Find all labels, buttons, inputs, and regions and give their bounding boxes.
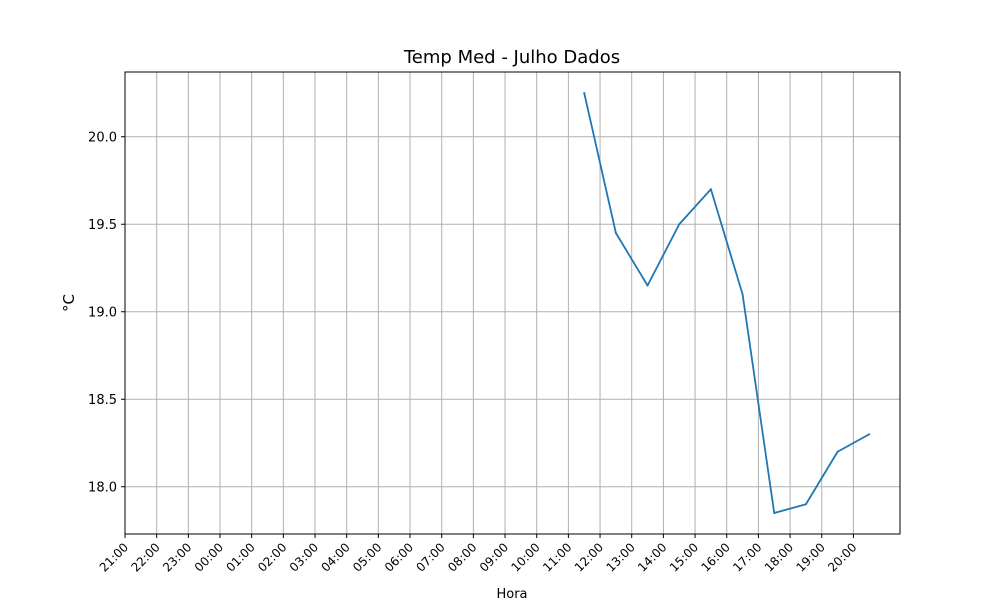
data-point (868, 433, 871, 436)
y-tick-label: 20.0 (88, 130, 117, 145)
data-point (646, 284, 649, 287)
data-point (583, 92, 586, 94)
x-tick-label: 19:00 (794, 540, 828, 574)
x-tick-label: 22:00 (128, 540, 162, 574)
x-tick-label: 20:00 (825, 540, 859, 574)
x-tick-label: 06:00 (382, 540, 416, 574)
x-axis-label: Hora (496, 587, 527, 600)
x-tick-label: 00:00 (192, 540, 226, 574)
x-tick-label: 03:00 (287, 540, 321, 574)
data-point (678, 223, 681, 226)
x-tick-label: 16:00 (698, 540, 732, 574)
y-axis-label: °C (60, 294, 78, 312)
chart-title: Temp Med - Julho Dados (403, 47, 620, 68)
x-tick-label: 08:00 (445, 540, 479, 574)
temperature-line (583, 92, 870, 514)
x-tick-label: 23:00 (160, 540, 194, 574)
data-point (741, 293, 744, 296)
x-tick-label: 13:00 (603, 540, 637, 574)
y-tick-label: 19.0 (88, 305, 117, 320)
data-point (804, 503, 807, 506)
x-tick-label: 04:00 (318, 540, 352, 574)
x-tick-label: 17:00 (730, 540, 764, 574)
x-tick-label: 09:00 (477, 540, 511, 574)
y-tick-label: 19.5 (88, 218, 117, 233)
x-tick-label: 11:00 (540, 540, 574, 574)
plot-frame (124, 71, 901, 535)
x-tick-label: 18:00 (762, 540, 796, 574)
x-tick-label: 05:00 (350, 540, 384, 574)
data-point (836, 450, 839, 453)
data-point (773, 512, 776, 514)
x-tick-label: 01:00 (223, 540, 257, 574)
data-point (614, 232, 617, 234)
x-tick-label: 02:00 (255, 540, 289, 574)
x-axis: 21:0022:0023:0000:0001:0002:0003:0004:00… (97, 534, 860, 575)
y-tick-label: 18.5 (88, 393, 117, 408)
x-tick-label: 21:00 (97, 540, 131, 574)
x-tick-label: 14:00 (635, 540, 669, 574)
y-tick-label: 18.0 (88, 480, 117, 495)
y-axis: 18.0 18.5 19.0 19.5 20.0 (88, 130, 125, 495)
data-point (709, 188, 712, 191)
x-tick-label: 07:00 (413, 540, 447, 574)
grid (124, 72, 900, 534)
x-tick-label: 15:00 (667, 540, 701, 574)
x-tick-label: 10:00 (508, 540, 542, 574)
series-layer (583, 92, 871, 514)
x-tick-label: 12:00 (572, 540, 606, 574)
